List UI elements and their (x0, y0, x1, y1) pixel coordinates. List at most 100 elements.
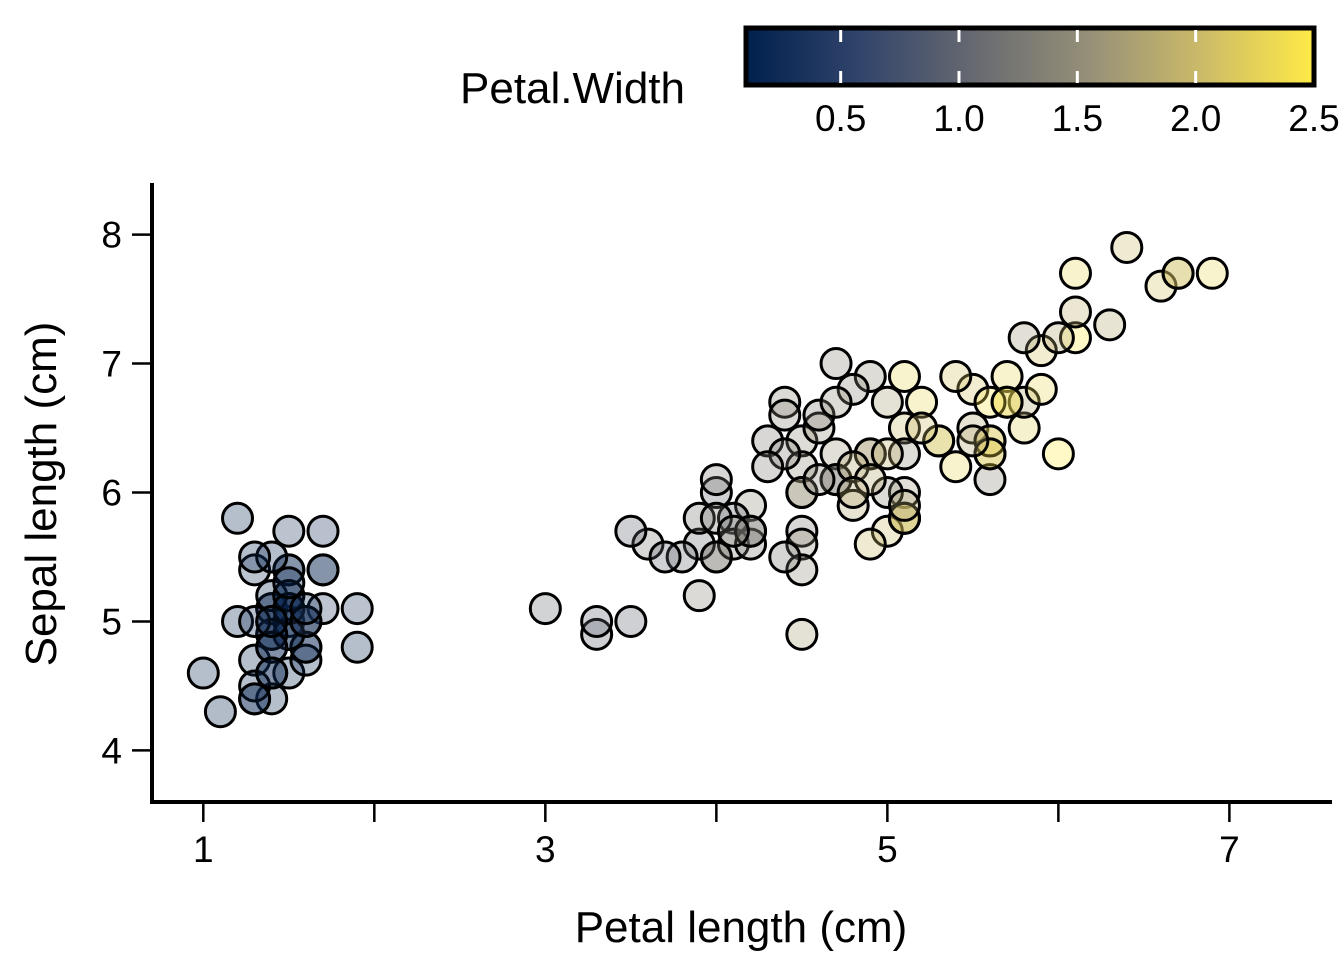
data-point (1161, 256, 1195, 290)
data-point (768, 385, 802, 419)
colorbar-tick-label: 2.0 (1170, 98, 1221, 139)
data-point (255, 540, 289, 574)
data-point (734, 527, 768, 561)
data-point (956, 424, 990, 458)
data-point (306, 553, 340, 587)
x-tick-label: 5 (877, 829, 898, 870)
data-point (819, 437, 853, 471)
data-point (272, 553, 306, 587)
data-point (272, 617, 306, 651)
data-point (716, 527, 750, 561)
y-tick-label: 8 (101, 215, 122, 256)
data-point (238, 669, 272, 703)
data-point (255, 630, 289, 664)
data-point (1058, 321, 1092, 355)
x-axis-ticks: 1 3 5 7 (193, 802, 1240, 870)
data-point (614, 514, 648, 548)
data-point (272, 566, 306, 600)
y-axis-ticks: 4 5 6 7 8 (101, 215, 152, 771)
data-point (819, 463, 853, 497)
data-point (699, 476, 733, 509)
data-point (870, 385, 904, 419)
data-point (716, 501, 750, 535)
data-point (734, 488, 768, 522)
y-tick-label: 7 (101, 344, 122, 385)
data-point (1007, 411, 1041, 445)
data-point (905, 411, 939, 445)
data-point (682, 501, 716, 535)
data-point (255, 682, 289, 716)
data-point (785, 527, 819, 561)
data-point (1007, 321, 1041, 355)
data-point (785, 424, 819, 458)
data-point (973, 437, 1007, 471)
data-point (887, 437, 921, 471)
data-point (836, 372, 870, 406)
data-point (853, 359, 887, 393)
points-layer (186, 230, 1229, 729)
data-point (255, 579, 289, 613)
data-point (699, 540, 733, 574)
legend-title: Petal.Width (460, 64, 685, 113)
data-point (272, 592, 306, 626)
y-tick-label: 5 (101, 601, 122, 642)
data-point (836, 450, 870, 484)
data-point (870, 514, 904, 548)
data-point (870, 476, 904, 509)
y-tick-label: 4 (101, 730, 122, 771)
data-point (272, 656, 306, 690)
data-point (699, 501, 733, 535)
data-point (1144, 269, 1178, 303)
data-point (648, 540, 682, 574)
data-point (956, 372, 990, 406)
data-point (272, 579, 306, 613)
data-point (887, 501, 921, 535)
data-point (819, 385, 853, 419)
data-point (614, 604, 648, 638)
data-point (939, 359, 973, 393)
data-point (802, 398, 836, 432)
data-point (990, 385, 1024, 419)
x-tick-label: 7 (1219, 829, 1240, 870)
data-point (1093, 308, 1127, 342)
data-point (238, 682, 272, 716)
data-point (870, 437, 904, 471)
data-point (887, 488, 921, 522)
data-point (580, 604, 614, 638)
data-point (785, 476, 819, 509)
data-point (836, 488, 870, 522)
data-point (990, 359, 1024, 393)
data-point (1110, 230, 1144, 264)
data-point (819, 347, 853, 381)
data-point (340, 592, 374, 626)
data-point (1024, 372, 1058, 406)
data-point (785, 553, 819, 587)
data-point (682, 579, 716, 613)
data-point (272, 514, 306, 548)
data-point (785, 617, 819, 651)
data-point (238, 540, 272, 574)
data-point (255, 617, 289, 651)
data-point (631, 527, 665, 561)
color-legend: Petal.Width 0.5 1.0 1.5 2.0 2.5 (460, 25, 1340, 139)
data-point (186, 656, 220, 690)
data-point (887, 476, 921, 509)
data-point (802, 411, 836, 445)
data-point (973, 424, 1007, 458)
data-point (734, 514, 768, 548)
data-point (340, 630, 374, 664)
data-point (973, 385, 1007, 419)
data-point (768, 398, 802, 432)
colorbar-tick-label: 2.5 (1288, 98, 1339, 139)
x-tick-label: 1 (193, 829, 214, 870)
y-axis-title: Sepal length (cm) (17, 322, 66, 667)
data-point (1041, 437, 1075, 471)
data-point (956, 411, 990, 445)
data-point (272, 604, 306, 638)
data-point (699, 463, 733, 497)
data-point (1195, 256, 1229, 290)
data-point (1041, 321, 1075, 355)
data-point (528, 592, 562, 626)
data-point (306, 592, 340, 626)
